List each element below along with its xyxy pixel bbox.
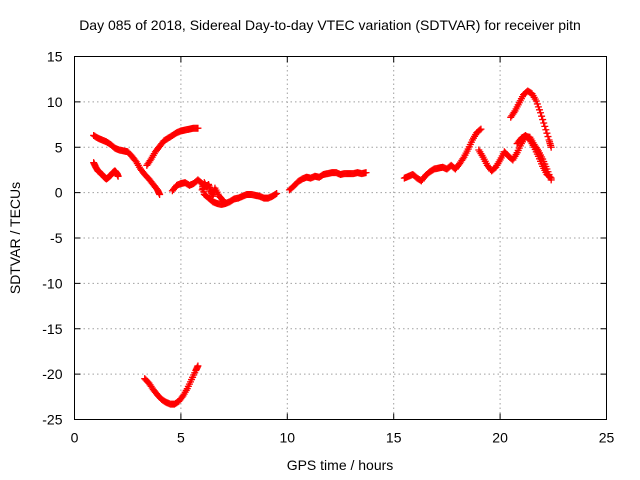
series-arc-5 <box>198 179 227 205</box>
series-arc-1 <box>90 131 164 198</box>
data-point <box>546 173 554 181</box>
series-arc-3 <box>143 124 202 169</box>
y-tick-label: 10 <box>47 94 63 110</box>
y-tick-label: -20 <box>42 366 62 382</box>
y-tick-label: -15 <box>42 321 62 337</box>
data-point <box>362 169 370 177</box>
y-tick-label: -10 <box>42 275 62 291</box>
y-tick-label: 0 <box>55 185 63 201</box>
data-point <box>544 133 552 141</box>
y-tick-label: -5 <box>50 230 63 246</box>
data-points <box>90 87 555 408</box>
data-point <box>273 190 281 198</box>
x-tick-label: 20 <box>492 430 508 446</box>
data-point <box>459 155 467 163</box>
data-point <box>537 109 545 117</box>
x-tick-label: 25 <box>599 430 615 446</box>
data-point <box>194 124 202 132</box>
data-point <box>156 190 164 198</box>
y-tick-label: -25 <box>42 412 62 428</box>
data-point <box>547 174 555 182</box>
data-point <box>476 126 484 134</box>
data-point <box>541 122 549 130</box>
x-tick-label: 15 <box>386 430 402 446</box>
data-point <box>547 143 555 151</box>
data-point <box>510 109 518 117</box>
y-axis-label: SDTVAR / TECUs <box>7 182 23 294</box>
data-point <box>219 197 227 205</box>
data-point <box>539 116 547 124</box>
series-arc-7 <box>400 125 485 185</box>
data-point <box>272 190 280 198</box>
series-arc-2 <box>90 159 122 183</box>
y-tick-label: 5 <box>55 139 63 155</box>
data-point <box>194 362 202 370</box>
series-arc-8 <box>475 132 555 184</box>
series-arc-11 <box>141 362 202 408</box>
data-point <box>477 125 485 133</box>
x-tick-label: 5 <box>177 430 185 446</box>
x-axis-label: GPS time / hours <box>287 457 394 473</box>
x-tick-label: 10 <box>280 430 296 446</box>
series-arc-4 <box>168 176 281 208</box>
x-tick-label: 0 <box>71 430 79 446</box>
series-arc-9 <box>507 87 555 151</box>
axis-ticks: 0 5 10 15 20 25 -25 -20 -15 -10 -5 0 5 10 15 <box>42 49 614 446</box>
grid <box>74 56 607 420</box>
series-arc-10 <box>513 131 555 182</box>
y-tick-label: 15 <box>47 49 63 65</box>
chart-title: Day 085 of 2018, Sidereal Day-to-day VTE… <box>79 17 581 33</box>
data-point <box>114 172 122 180</box>
data-point <box>543 129 551 137</box>
data-point <box>538 112 546 120</box>
data-point <box>542 126 550 134</box>
data-point <box>218 196 226 204</box>
data-point <box>540 119 548 127</box>
series-arc-6 <box>285 169 370 194</box>
